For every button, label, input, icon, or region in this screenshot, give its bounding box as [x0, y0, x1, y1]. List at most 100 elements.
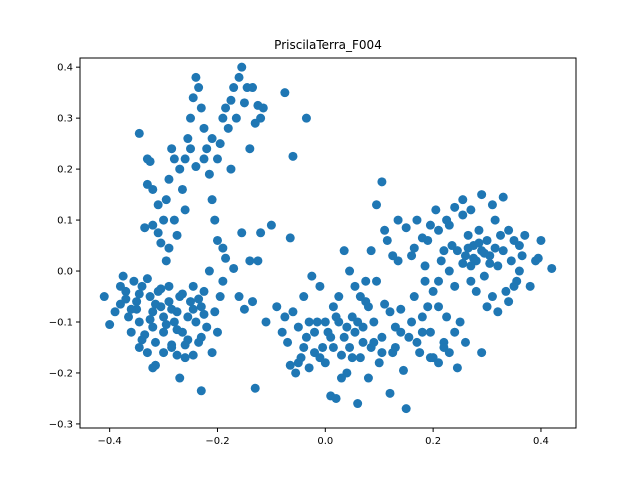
data-point-259: [380, 225, 390, 235]
data-point-130: [229, 263, 239, 273]
data-point-195: [401, 404, 411, 414]
data-point-174: [345, 342, 355, 352]
data-point-272: [450, 327, 460, 337]
data-point-14: [142, 274, 152, 284]
data-point-194: [398, 365, 408, 375]
data-point-202: [420, 276, 430, 286]
data-point-157: [299, 292, 309, 302]
data-point-17: [148, 322, 158, 332]
data-point-129: [226, 164, 236, 174]
data-point-293: [326, 332, 336, 342]
data-point-276: [444, 348, 454, 358]
data-point-285: [369, 337, 379, 347]
data-point-256: [401, 223, 411, 233]
data-point-238: [517, 251, 527, 261]
data-point-279: [412, 337, 422, 347]
data-point-26: [164, 297, 174, 307]
data-point-307: [458, 258, 468, 268]
data-point-153: [288, 307, 298, 317]
data-point-214: [452, 246, 462, 256]
data-point-119: [164, 243, 174, 253]
data-point-231: [498, 246, 508, 256]
data-point-56: [177, 289, 187, 299]
data-point-249: [458, 195, 468, 205]
data-point-178: [355, 353, 365, 363]
data-point-207: [434, 302, 444, 312]
data-point-187: [380, 299, 390, 309]
data-point-315: [439, 246, 449, 256]
data-point-3: [118, 271, 128, 281]
data-point-151: [283, 337, 293, 347]
data-point-305: [490, 243, 500, 253]
data-point-87: [186, 113, 196, 123]
data-point-287: [358, 337, 368, 347]
y-tick-label: 0.1: [57, 216, 73, 227]
data-point-23: [159, 327, 169, 337]
data-point-128: [221, 253, 231, 263]
data-point-200: [415, 348, 425, 358]
data-point-36: [191, 317, 201, 327]
y-tick-label: 0.3: [57, 114, 73, 125]
data-point-90: [194, 83, 204, 93]
data-point-251: [442, 215, 452, 225]
data-point-198: [409, 292, 419, 302]
data-point-316: [434, 276, 444, 286]
data-point-115: [134, 128, 144, 138]
x-axis: −0.4 −0.2 0.0 0.2 0.4: [98, 428, 549, 447]
data-point-297: [304, 317, 314, 327]
y-tick-label: −0.1: [49, 317, 73, 328]
chart-title: PriscilaTerra_F004: [274, 38, 382, 52]
data-point-5: [124, 312, 134, 322]
data-point-52: [156, 284, 166, 294]
data-point-96: [210, 215, 220, 225]
data-point-219: [466, 276, 476, 286]
data-point-229: [493, 261, 503, 271]
data-point-126: [212, 154, 222, 164]
data-point-101: [223, 123, 233, 133]
data-point-253: [425, 220, 435, 230]
data-point-142: [277, 327, 287, 337]
y-tick-label: 0.4: [57, 63, 73, 74]
data-point-283: [385, 307, 395, 317]
data-point-230: [496, 230, 506, 240]
y-tick-label: 0.0: [57, 267, 73, 278]
data-point-269: [328, 302, 338, 312]
data-point-310: [493, 307, 503, 317]
data-point-164: [318, 342, 328, 352]
data-point-122: [186, 144, 196, 154]
x-tick-label: 0.2: [425, 436, 441, 447]
data-point-45: [215, 292, 225, 302]
data-point-248: [466, 205, 476, 215]
data-point-8: [132, 297, 142, 307]
data-point-201: [417, 312, 427, 322]
data-point-258: [388, 251, 398, 261]
y-tick-label: −0.2: [49, 368, 73, 379]
data-point-181: [363, 373, 373, 383]
data-point-9: [134, 317, 144, 327]
data-point-107: [239, 98, 249, 108]
y-axis: −0.3 −0.2 −0.1 0.0 0.1 0.2 0.3 0.4: [49, 63, 80, 430]
data-point-228: [490, 215, 500, 225]
data-point-186: [377, 332, 387, 342]
x-tick-label: 0.4: [533, 436, 549, 447]
data-point-24: [161, 256, 171, 266]
data-point-262: [366, 246, 376, 256]
data-point-33: [183, 312, 193, 322]
data-point-169: [331, 393, 341, 403]
data-point-38: [196, 302, 206, 312]
plot-frame: [79, 57, 577, 429]
data-point-163: [315, 281, 325, 291]
data-point-252: [434, 225, 444, 235]
data-point-76: [153, 200, 163, 210]
data-point-116: [145, 156, 155, 166]
data-point-97: [212, 235, 222, 245]
data-point-266: [345, 266, 355, 276]
data-point-64: [188, 350, 198, 360]
data-point-159: [304, 363, 314, 373]
data-point-232: [501, 286, 511, 296]
data-point-247: [477, 190, 487, 200]
data-point-16: [148, 307, 158, 317]
data-point-40: [202, 322, 212, 332]
data-point-54: [167, 304, 177, 314]
data-point-265: [350, 281, 360, 291]
